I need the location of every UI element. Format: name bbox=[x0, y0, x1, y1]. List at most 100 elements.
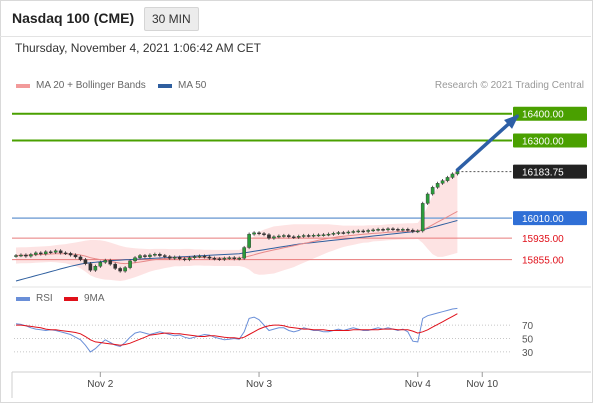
header: Nasdaq 100 (CME) 30 MIN bbox=[0, 0, 591, 37]
candle-body-7 bbox=[48, 251, 53, 254]
candle-body-69 bbox=[356, 230, 361, 233]
level-tag-last-2 bbox=[513, 164, 587, 179]
x-tick-label-3: Nov 10 bbox=[466, 379, 498, 390]
candle-body-42 bbox=[222, 258, 227, 260]
level-label-last-2: 16183.75 bbox=[522, 168, 564, 179]
candle-body-47 bbox=[247, 233, 251, 248]
legend-swatch-rsi bbox=[16, 296, 30, 301]
level-label-target-0: 16400.00 bbox=[522, 110, 564, 121]
candle-body-2 bbox=[24, 254, 28, 257]
candle-body-75 bbox=[386, 228, 390, 231]
level-tag-target-0 bbox=[513, 106, 587, 121]
legend-ma20: MA 20 + Bollinger Bands bbox=[16, 80, 146, 91]
candle-body-36 bbox=[192, 256, 197, 258]
candle-body-25 bbox=[138, 255, 142, 258]
candle-body-57 bbox=[296, 236, 301, 238]
level-tag-target-1 bbox=[513, 133, 587, 148]
rsi-tick-70: 70 bbox=[522, 321, 534, 332]
timeframe-button[interactable]: 30 MIN bbox=[144, 7, 199, 31]
rsi-tick-50: 50 bbox=[522, 335, 534, 346]
candle-body-70 bbox=[361, 230, 366, 233]
x-tick-label-0: Nov 2 bbox=[87, 379, 114, 390]
ma50-line bbox=[15, 220, 458, 282]
candle-body-88 bbox=[450, 173, 455, 178]
candle-body-49 bbox=[257, 232, 261, 235]
rsi-tick-30: 30 bbox=[522, 348, 534, 359]
candle-body-10 bbox=[63, 252, 68, 255]
timestamp: Thursday, November 4, 2021 1:06:42 AM CE… bbox=[15, 41, 261, 55]
candle-body-1 bbox=[19, 254, 23, 257]
level-label-support-4: 15935.00 bbox=[522, 234, 564, 245]
candle-body-5 bbox=[39, 252, 43, 255]
candle-body-66 bbox=[341, 232, 346, 234]
candle-body-31 bbox=[167, 256, 172, 259]
candle-body-4 bbox=[34, 252, 38, 255]
level-label-pivot-3: 16010.00 bbox=[522, 214, 564, 225]
candle-body-0 bbox=[14, 255, 18, 257]
candle-body-3 bbox=[29, 254, 33, 257]
candle-body-61 bbox=[316, 234, 321, 237]
candle-body-82 bbox=[420, 203, 425, 232]
level-label-support-5: 15855.00 bbox=[522, 256, 564, 267]
candle-body-53 bbox=[277, 235, 281, 238]
ma20-line bbox=[15, 210, 458, 265]
candle-body-44 bbox=[232, 257, 237, 259]
candle-body-48 bbox=[252, 232, 256, 235]
candle-body-40 bbox=[212, 258, 217, 260]
x-tick-label-2: Nov 4 bbox=[405, 379, 432, 390]
candle-body-72 bbox=[371, 229, 375, 232]
candle-body-15 bbox=[88, 263, 93, 271]
candle-body-38 bbox=[202, 255, 207, 258]
candle-body-23 bbox=[128, 260, 132, 268]
candle-body-63 bbox=[326, 233, 331, 236]
legend-swatch-9ma bbox=[64, 296, 78, 301]
candle-body-60 bbox=[311, 235, 316, 237]
candle-body-62 bbox=[321, 234, 326, 236]
candle-body-64 bbox=[331, 233, 336, 235]
candle-body-19 bbox=[108, 260, 113, 265]
candle-body-9 bbox=[58, 250, 63, 254]
candle-body-41 bbox=[217, 258, 222, 260]
candle-body-22 bbox=[123, 267, 127, 272]
candle-body-46 bbox=[242, 247, 246, 259]
candle-body-35 bbox=[187, 257, 192, 260]
candle-body-84 bbox=[430, 187, 435, 195]
candle-body-65 bbox=[336, 232, 341, 234]
candle-body-39 bbox=[207, 256, 212, 259]
candle-body-52 bbox=[272, 236, 276, 239]
legend-rsi: RSI bbox=[16, 293, 53, 304]
rsi-series-rsi bbox=[15, 307, 458, 353]
candle-body-18 bbox=[103, 260, 108, 263]
candle-body-20 bbox=[113, 263, 117, 269]
x-tick-label-1: Nov 3 bbox=[246, 379, 273, 390]
candle-body-8 bbox=[53, 250, 58, 253]
candle-body-26 bbox=[143, 255, 147, 257]
legend-swatch-ma50 bbox=[158, 83, 172, 88]
candle-body-85 bbox=[435, 183, 440, 188]
projection-arrow-head bbox=[504, 114, 520, 129]
candle-body-71 bbox=[366, 230, 370, 232]
candle-body-12 bbox=[73, 254, 78, 258]
candle-body-55 bbox=[287, 235, 291, 238]
candle-body-24 bbox=[133, 257, 137, 262]
bollinger-band-area bbox=[16, 169, 458, 281]
legend-ma50: MA 50 bbox=[158, 80, 206, 91]
candle-body-87 bbox=[445, 177, 450, 181]
instrument-title: Nasdaq 100 (CME) bbox=[12, 10, 135, 26]
candle-body-54 bbox=[282, 235, 286, 237]
legend-swatch-ma20 bbox=[16, 83, 30, 88]
candle-body-30 bbox=[162, 255, 167, 257]
candle-body-11 bbox=[68, 253, 73, 256]
candle-body-29 bbox=[158, 254, 162, 256]
candle-body-89 bbox=[455, 171, 460, 175]
candle-body-86 bbox=[440, 180, 445, 184]
legend-9ma: 9MA bbox=[64, 293, 105, 304]
candle-body-74 bbox=[381, 229, 385, 231]
candle-body-83 bbox=[425, 193, 430, 204]
candle-body-56 bbox=[291, 236, 296, 239]
candle-body-17 bbox=[98, 262, 103, 267]
candle-body-13 bbox=[78, 256, 83, 260]
candle-body-76 bbox=[391, 228, 395, 231]
candle-body-43 bbox=[227, 257, 232, 259]
